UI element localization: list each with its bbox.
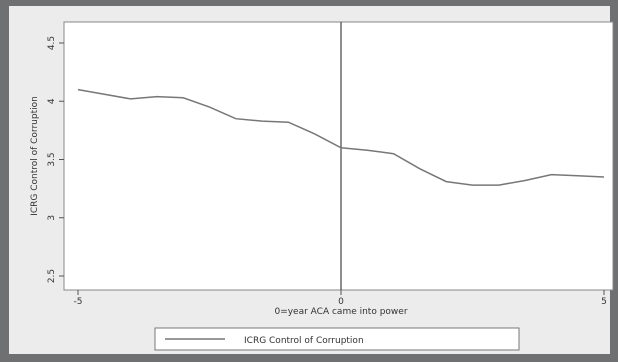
y-tick-label: 3	[47, 215, 57, 221]
series-line-icrg-control-of-corruption	[77, 88, 605, 186]
legend-label: ICRG Control of Corruption	[244, 336, 364, 346]
x-axis-title: 0=year ACA came into power	[274, 307, 407, 317]
axes: 2.5 3 3.5 4 4.5 -5 0 5	[47, 36, 607, 307]
y-tick-label: 2.5	[47, 269, 57, 283]
x-tick-label: 0	[338, 297, 344, 307]
x-tick-label: 5	[601, 297, 607, 307]
y-tick-label: 4.5	[47, 36, 57, 50]
x-tick-label: -5	[74, 297, 83, 307]
chart-marks	[77, 22, 605, 290]
y-tick-label: 4	[47, 98, 57, 104]
y-tick-label: 3.5	[47, 152, 57, 166]
plot-area	[63, 21, 614, 291]
legend: ICRG Control of Corruption	[154, 327, 520, 351]
legend-box	[154, 327, 520, 351]
y-axis-title: ICRG Control of Corruption	[30, 96, 40, 216]
